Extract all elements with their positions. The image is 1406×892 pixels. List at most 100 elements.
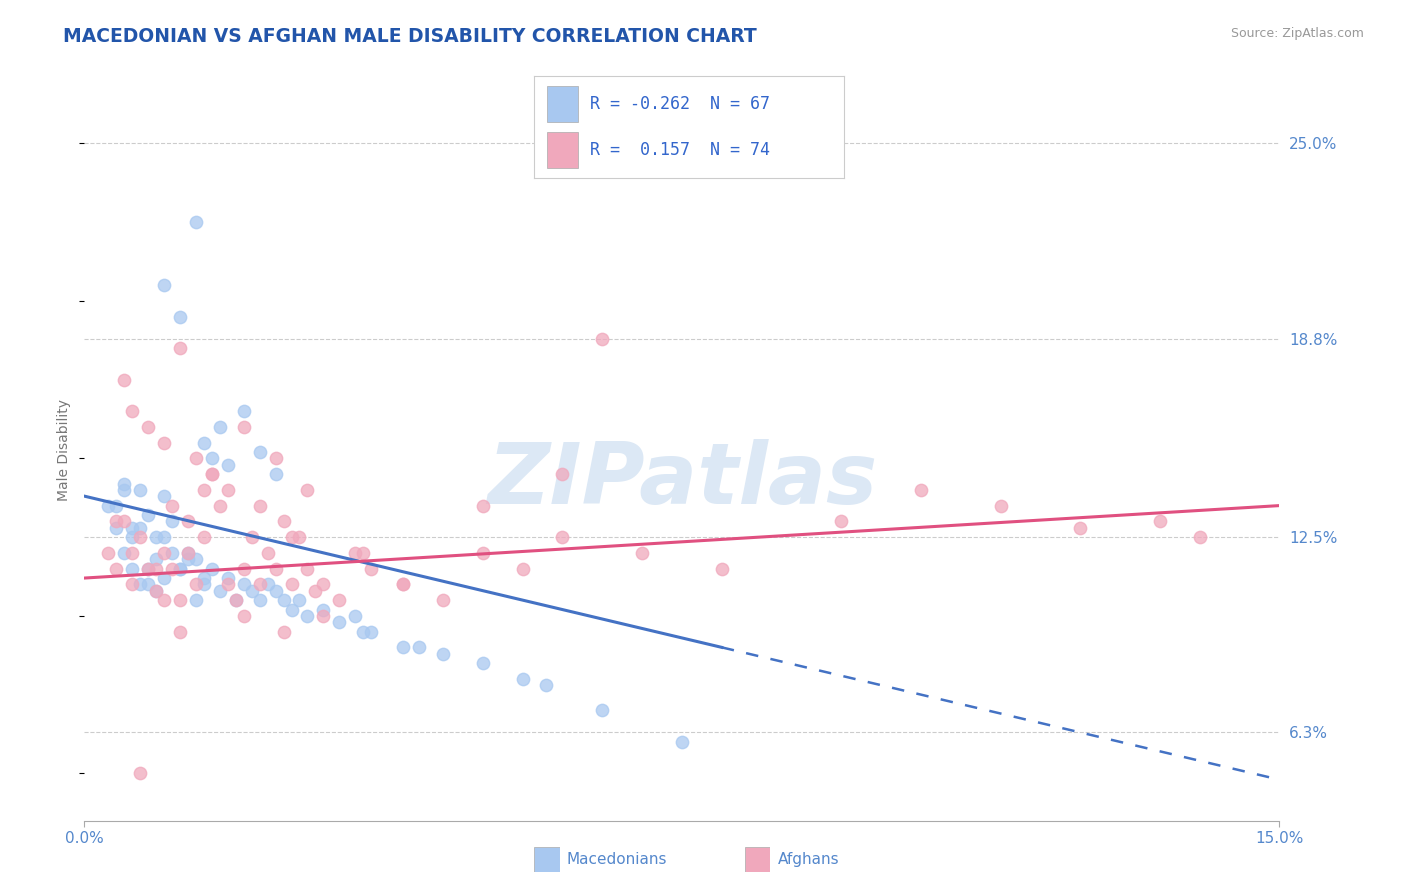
Point	[208, 420, 231, 434]
Point	[217, 577, 239, 591]
Point	[136, 508, 159, 522]
Point	[201, 451, 224, 466]
Point	[392, 577, 415, 591]
Point	[153, 571, 176, 585]
Point	[471, 546, 494, 560]
Point	[1149, 514, 1171, 528]
Point	[249, 499, 271, 513]
Point	[1069, 521, 1091, 535]
Point	[121, 530, 143, 544]
Point	[232, 608, 254, 623]
Point	[471, 499, 494, 513]
Text: R =  0.157  N = 74: R = 0.157 N = 74	[591, 141, 770, 159]
Point	[193, 571, 215, 585]
Point	[304, 583, 326, 598]
Point	[201, 561, 224, 575]
Point	[136, 420, 159, 434]
Point	[97, 546, 120, 560]
Bar	[547, 132, 578, 168]
Point	[169, 310, 191, 324]
Point	[129, 521, 152, 535]
Point	[136, 577, 159, 591]
Point	[184, 451, 207, 466]
Point	[280, 602, 302, 616]
Text: R = -0.262  N = 67: R = -0.262 N = 67	[591, 95, 770, 112]
Point	[121, 546, 143, 560]
Point	[193, 577, 215, 591]
Point	[160, 499, 183, 513]
Point	[177, 552, 200, 566]
Point	[145, 583, 167, 598]
Point	[591, 703, 613, 717]
Point	[177, 546, 200, 560]
Point	[591, 332, 613, 346]
Point	[105, 499, 128, 513]
Point	[288, 593, 311, 607]
Point	[249, 593, 271, 607]
Point	[169, 593, 191, 607]
Point	[273, 514, 295, 528]
Point	[112, 476, 135, 491]
Point	[105, 521, 128, 535]
Text: MACEDONIAN VS AFGHAN MALE DISABILITY CORRELATION CHART: MACEDONIAN VS AFGHAN MALE DISABILITY COR…	[63, 27, 756, 45]
Point	[160, 514, 183, 528]
Point	[169, 561, 191, 575]
Point	[273, 593, 295, 607]
Point	[112, 483, 135, 497]
Text: ZIPatlas: ZIPatlas	[486, 439, 877, 522]
Text: Macedonians: Macedonians	[567, 853, 666, 867]
Point	[177, 514, 200, 528]
Point	[240, 530, 263, 544]
Point	[280, 577, 302, 591]
Point	[184, 552, 207, 566]
Point	[352, 624, 374, 639]
Point	[232, 404, 254, 418]
Point	[129, 577, 152, 591]
Point	[112, 546, 135, 560]
Point	[297, 608, 319, 623]
Point	[392, 577, 415, 591]
Point	[121, 577, 143, 591]
Point	[169, 341, 191, 355]
Point	[97, 499, 120, 513]
Point	[710, 561, 733, 575]
Text: Source: ZipAtlas.com: Source: ZipAtlas.com	[1230, 27, 1364, 40]
Point	[1188, 530, 1211, 544]
Text: Afghans: Afghans	[778, 853, 839, 867]
Point	[129, 766, 152, 780]
Point	[121, 404, 143, 418]
Point	[112, 373, 135, 387]
Point	[631, 546, 654, 560]
Point	[193, 483, 215, 497]
Point	[112, 514, 135, 528]
Point	[288, 530, 311, 544]
Point	[217, 458, 239, 472]
Point	[217, 483, 239, 497]
Point	[273, 624, 295, 639]
Point	[344, 608, 367, 623]
Point	[184, 593, 207, 607]
Point	[160, 561, 183, 575]
Point	[312, 608, 335, 623]
Point	[990, 499, 1012, 513]
Point	[136, 561, 159, 575]
Point	[193, 530, 215, 544]
Point	[830, 514, 852, 528]
Point	[280, 530, 302, 544]
Point	[392, 640, 415, 655]
Point	[344, 546, 367, 560]
Point	[160, 546, 183, 560]
Bar	[547, 87, 578, 122]
Point	[240, 583, 263, 598]
Point	[145, 561, 167, 575]
Point	[153, 530, 176, 544]
Point	[225, 593, 247, 607]
Point	[121, 561, 143, 575]
Point	[471, 656, 494, 670]
Point	[232, 577, 254, 591]
Point	[264, 583, 287, 598]
Point	[201, 467, 224, 481]
Point	[512, 561, 534, 575]
Point	[551, 467, 574, 481]
Point	[232, 561, 254, 575]
